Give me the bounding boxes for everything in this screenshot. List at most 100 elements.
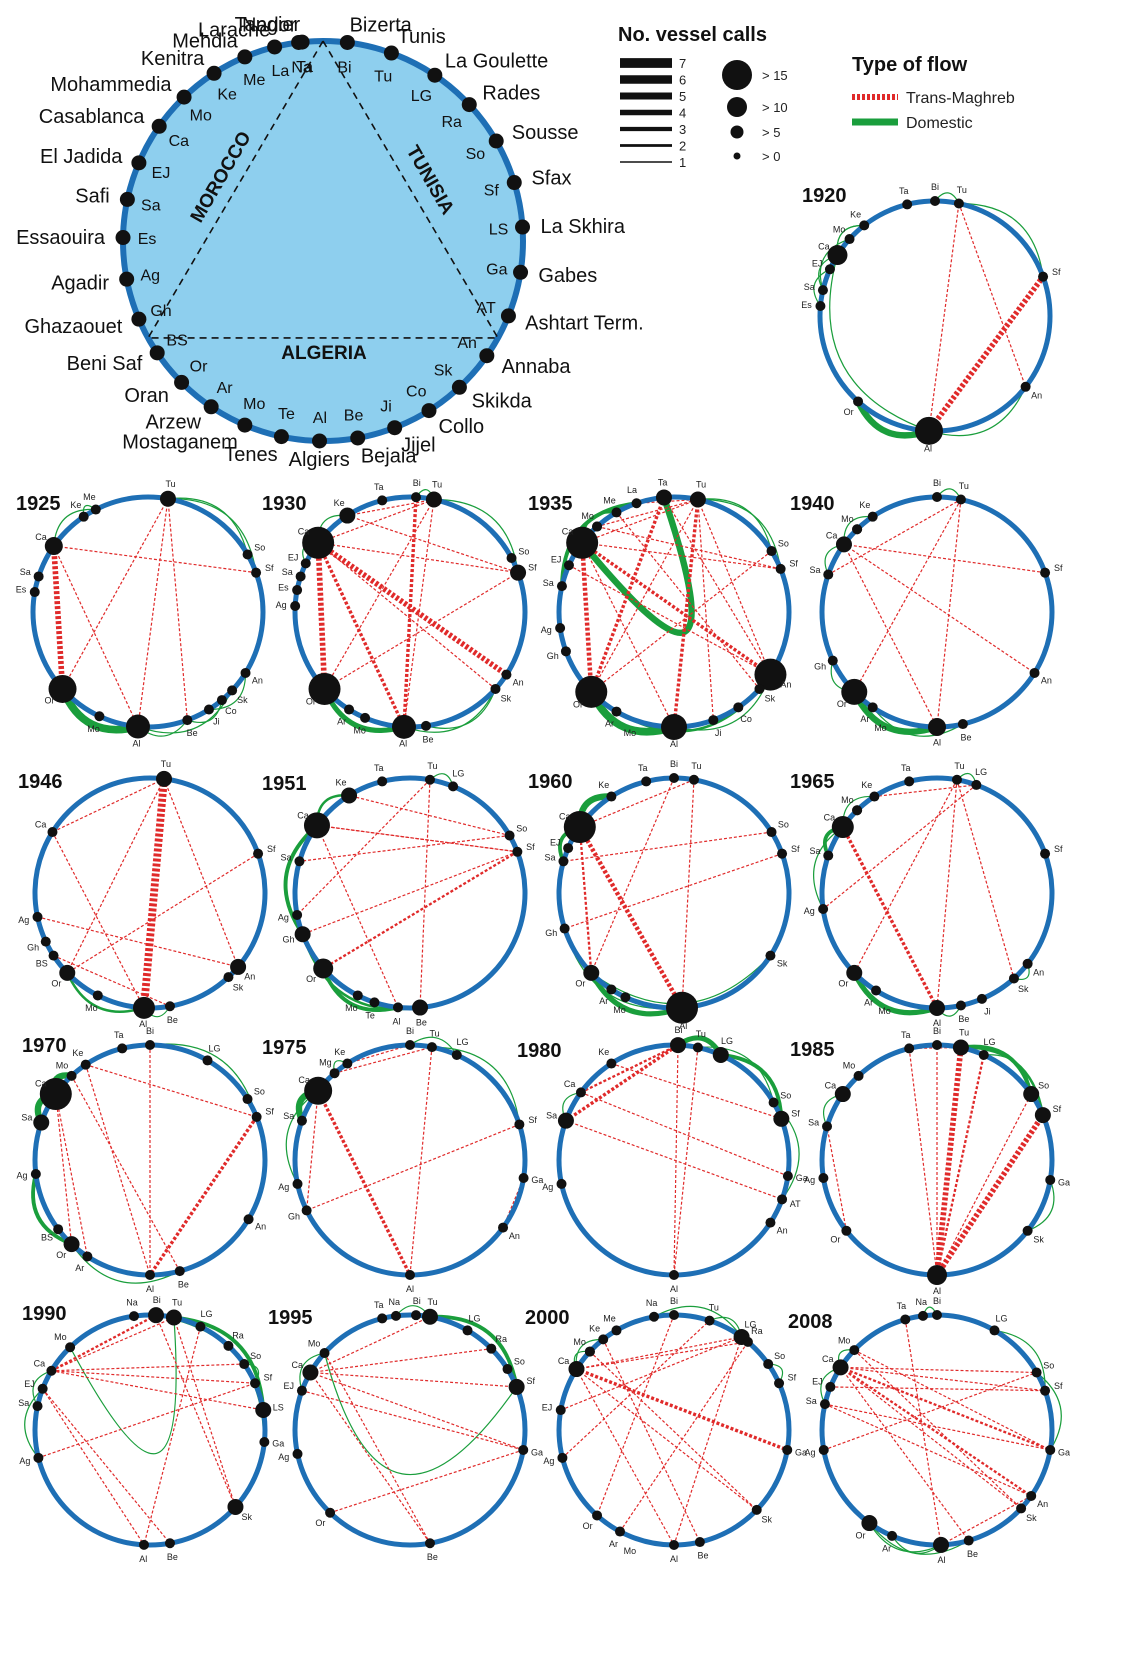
trans-maghreb-flow [589, 496, 666, 693]
panel-port-label: Bi [933, 1026, 941, 1036]
panel-port-node [44, 537, 63, 556]
trans-maghreb-flow [602, 1339, 701, 1543]
trans-maghreb-flow [823, 1371, 1037, 1451]
port-abbr: LS [489, 222, 509, 239]
panel-port-node [615, 1526, 626, 1537]
port-node [237, 49, 253, 65]
port-name: Essaouira [16, 227, 106, 249]
panel-port-label: Sf [1054, 844, 1063, 854]
port-node [312, 433, 328, 449]
panel-port-label: Sk [233, 982, 244, 992]
trans-maghreb-flow [840, 1366, 1037, 1374]
trans-maghreb-flow [581, 541, 772, 677]
trans-maghreb-flow [576, 1368, 758, 1511]
panel-port-label: Tu [709, 1302, 719, 1312]
panel-port-node [823, 569, 834, 580]
panel-port-node [117, 1043, 128, 1054]
panel-port-label: Mo [624, 1546, 637, 1556]
panel-port-node [688, 774, 699, 785]
panel-port-node [692, 1042, 703, 1053]
legend-line-label: 2 [679, 139, 686, 154]
panel-port-node [927, 1265, 947, 1285]
trans-maghreb-flow [824, 1403, 1051, 1451]
panel-port-label: Sf [265, 563, 274, 573]
panel-port-node [754, 658, 787, 691]
port-name: La Goulette [445, 50, 548, 72]
panel-port-node [405, 1040, 415, 1050]
port-abbr: Co [406, 383, 427, 400]
panel-port-label: Tu [954, 761, 964, 771]
panel-port-label: Bi [670, 759, 678, 769]
trans-maghreb-flow [580, 1044, 679, 1094]
panel-port-node [504, 830, 515, 841]
panel-port-label: Tu [696, 480, 706, 490]
trans-maghreb-flow [324, 1352, 431, 1544]
panel-port-node [294, 926, 311, 943]
panel-port-node [92, 990, 103, 1001]
panel-port-node [824, 264, 835, 275]
panel-port-node [251, 567, 262, 578]
panel-port-node [341, 787, 358, 804]
panel-year: 1935 [528, 493, 573, 515]
panel-port-node [227, 1498, 244, 1515]
panel-port-node [510, 564, 527, 581]
port-node [203, 399, 219, 415]
trans-maghreb-flow [316, 540, 509, 677]
panel-port-node [182, 715, 193, 726]
panel-port-label: Mo [54, 1332, 67, 1342]
panel-port-node [557, 1452, 568, 1463]
trans-maghreb-flow [163, 778, 239, 968]
panel-port-node [712, 1046, 729, 1063]
panel-port-label: Or [573, 700, 583, 710]
legend-line-label: 3 [679, 122, 686, 137]
panel-port-label: An [252, 675, 263, 685]
panel-port-node [976, 993, 987, 1004]
panel-port-label: Ji [715, 728, 722, 738]
panel-port-label: Sa [20, 567, 31, 577]
panel-port-label: Sa [546, 1110, 557, 1120]
panel-year: 1930 [262, 493, 307, 515]
panel-port-label: Mo [581, 511, 594, 521]
panel-port-label: Ag [804, 1447, 815, 1457]
panel-port-node [230, 958, 247, 975]
trans-maghreb-flow [140, 778, 168, 1009]
trans-maghreb-flow [577, 825, 684, 1009]
domestic-flow [299, 1352, 325, 1391]
panel-port-node [1038, 271, 1049, 282]
panel-port-label: Al [139, 1019, 147, 1029]
panel-port-label: Bi [670, 1296, 678, 1306]
trans-maghreb-flow [52, 778, 165, 833]
panel-port-label: Ta [901, 763, 911, 773]
port-abbr: Bi [337, 59, 351, 76]
panel-port-node [835, 536, 852, 553]
panel-port-node [498, 1222, 509, 1233]
panel-port-label: Sf [791, 1108, 800, 1118]
panel-port-label: Sa [808, 1117, 819, 1127]
panel-port-node [294, 856, 305, 867]
panel-port-label: Gh [288, 1212, 300, 1222]
port-node [350, 430, 366, 446]
panel-port-label: Tu [959, 1028, 969, 1038]
panel-port-label: EJ [284, 1381, 295, 1391]
trans-maghreb-flow [324, 499, 435, 690]
panel-port-node [303, 812, 330, 839]
panel-port-label: Ca [297, 810, 309, 820]
panel-port-node [852, 524, 863, 535]
panel-port-node [82, 1251, 93, 1262]
panel-port-node [827, 245, 848, 266]
panel-port-node [853, 1070, 864, 1081]
panel-port-node [164, 1538, 175, 1549]
panel-port-node [462, 1325, 473, 1336]
panel-port-label: Or [838, 978, 848, 988]
panel-port-node [30, 1169, 41, 1180]
port-node [267, 39, 283, 55]
panel-port-node [138, 1539, 149, 1550]
panel-port-node [250, 1378, 261, 1389]
panel-port-node [253, 848, 264, 859]
panel-port-label: Ar [864, 997, 873, 1007]
panel-port-node [765, 950, 776, 961]
panel-port-node [598, 1334, 609, 1345]
panel-port-node [708, 715, 719, 726]
panel-port-node [1040, 848, 1051, 859]
port-node [479, 348, 495, 364]
